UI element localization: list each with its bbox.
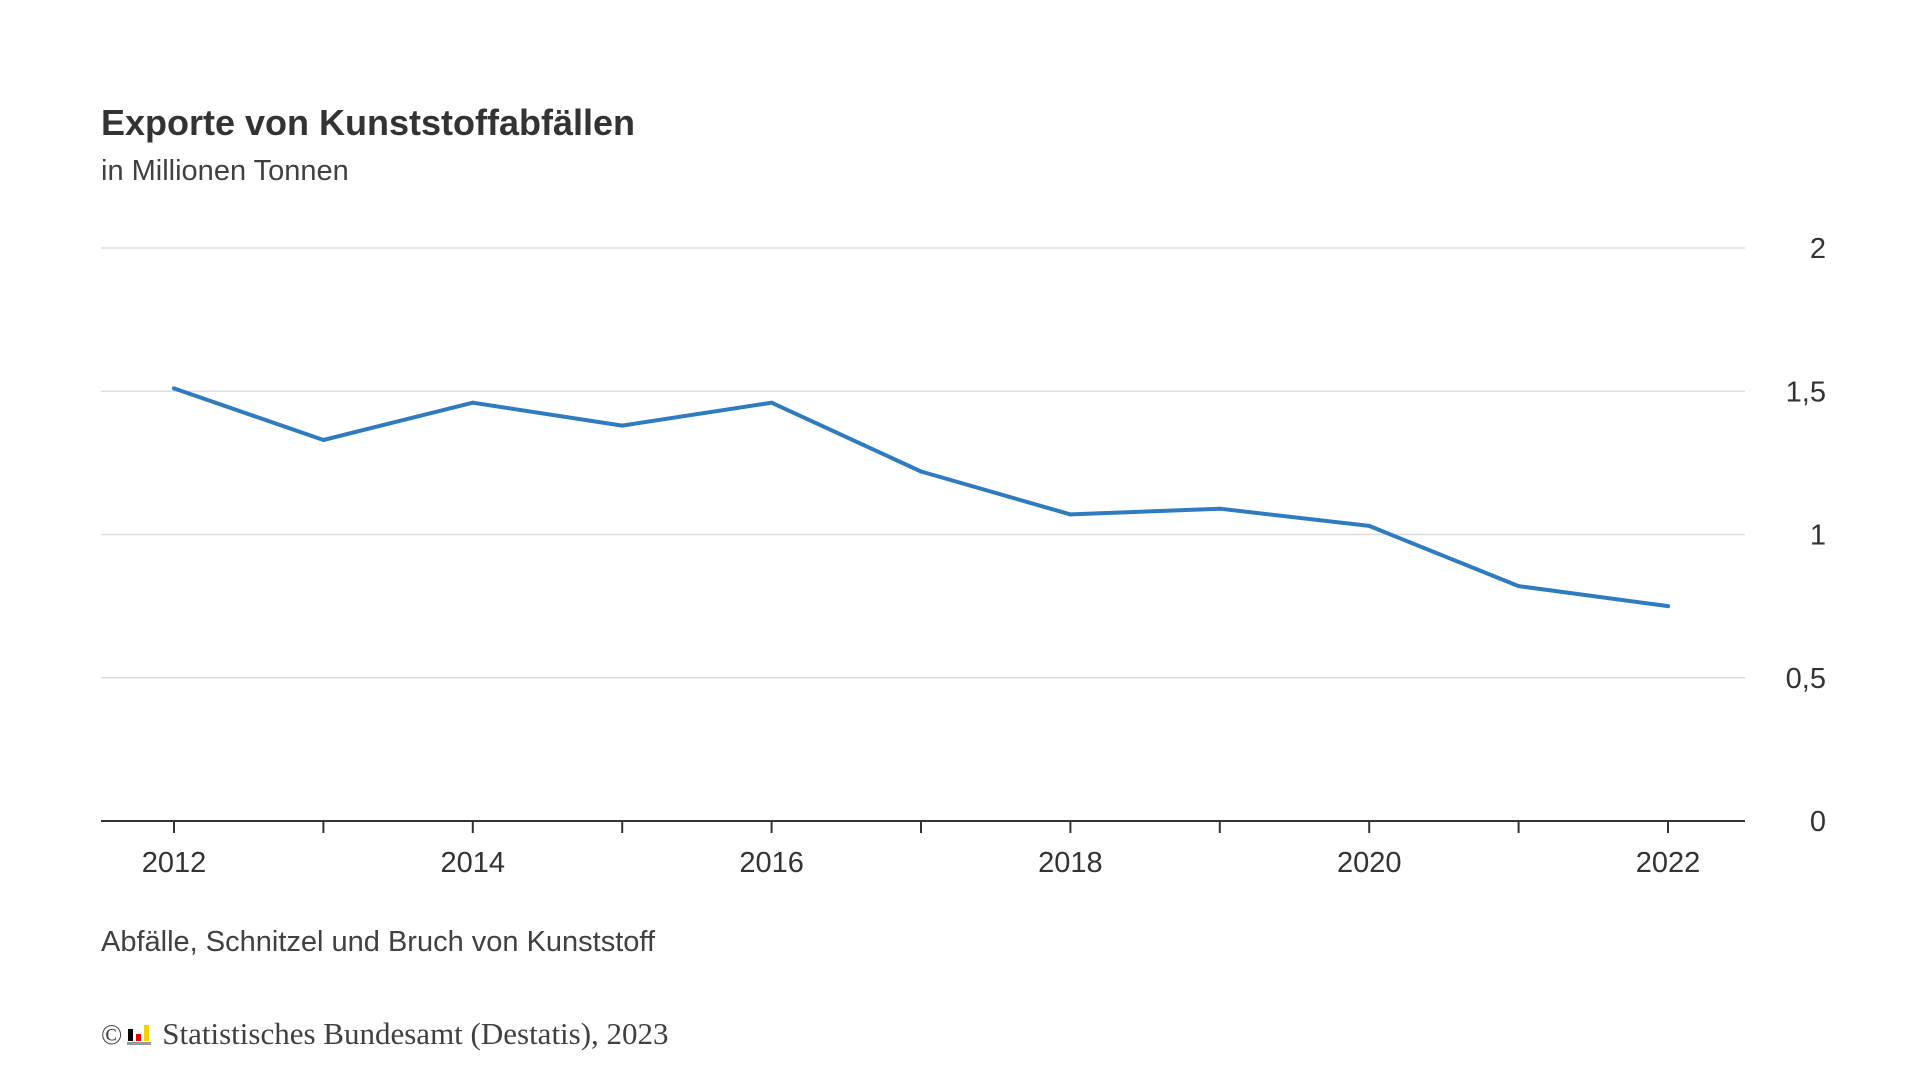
data-point-2019 — [1217, 506, 1222, 511]
copyright-symbol: © — [101, 1020, 123, 1051]
data-point-2013 — [321, 437, 326, 442]
data-point-2022 — [1666, 604, 1670, 609]
data-point-2018 — [1068, 512, 1073, 517]
data-point-2014 — [470, 400, 475, 405]
x-axis: 2012 2014 2016 2018 2020 2022 — [101, 820, 1745, 879]
grid-lines — [101, 247, 1745, 679]
x-tick-label-2016: 2016 — [739, 847, 804, 879]
data-point-2015 — [620, 423, 625, 428]
data-point-2021 — [1516, 584, 1521, 589]
y-tick-label-3: 1,5 — [1786, 376, 1826, 408]
data-point-2020 — [1367, 523, 1372, 528]
series-lines — [172, 386, 1670, 609]
x-tick-label-2018: 2018 — [1038, 847, 1103, 879]
chart-title: Exporte von Kunststoffabfällen — [101, 102, 636, 143]
x-tick-label-2012: 2012 — [142, 847, 207, 879]
chart-note: Abfälle, Schnitzel und Bruch von Kunstst… — [101, 926, 656, 958]
data-point-2016 — [769, 400, 774, 405]
x-tick-label-2020: 2020 — [1337, 847, 1402, 879]
y-tick-label-4: 2 — [1810, 233, 1826, 265]
x-tick-label-2022: 2022 — [1636, 847, 1701, 879]
y-tick-label-2: 1 — [1810, 520, 1826, 552]
data-point-2012 — [172, 386, 176, 391]
y-tick-label-1: 0,5 — [1786, 663, 1826, 695]
series-line-0 — [172, 386, 1670, 609]
y-tick-label-0: 0 — [1810, 806, 1826, 838]
credit-text: Statistisches Bundesamt (Destatis), 2023 — [162, 1016, 669, 1051]
y-axis-labels: 0 0,5 1 1,5 2 — [1786, 233, 1826, 838]
chart-subtitle: in Millionen Tonnen — [101, 155, 349, 187]
data-point-2017 — [919, 469, 923, 474]
copyright-credit: © Statistisches Bundesamt (Destatis), 20… — [101, 1016, 669, 1052]
x-tick-label-2014: 2014 — [441, 847, 506, 879]
destatis-logo-icon — [127, 1025, 152, 1045]
